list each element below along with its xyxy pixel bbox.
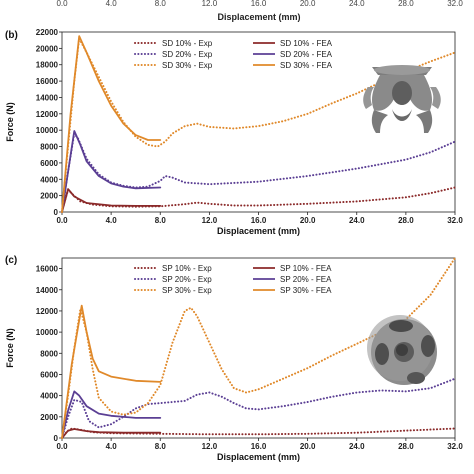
series-line-sp-20-fea bbox=[61, 390, 162, 439]
legend-label: SD 30% - Exp bbox=[162, 61, 213, 70]
y-tick-label: 10000 bbox=[36, 328, 59, 337]
panel-b-chart: (b) 0.0 4.0 8.0 12.0 16.0 20.0 24.0 28.0 32.0 0 200… bbox=[5, 28, 463, 236]
x-tick-label: 16.0 bbox=[251, 442, 267, 451]
x-tick-label: 20.0 bbox=[300, 216, 316, 225]
y-tick-label: 16000 bbox=[36, 77, 59, 86]
series-line-sp-30-fea bbox=[61, 304, 162, 439]
y-tick-label: 14000 bbox=[36, 286, 59, 295]
x-tick-label: 12.0 bbox=[202, 216, 218, 225]
legend-label: SP 20% - Exp bbox=[162, 275, 212, 284]
y-tick-label: 12000 bbox=[36, 110, 59, 119]
x-tick-label: 0.0 bbox=[56, 442, 68, 451]
x-tick-label: 20.0 bbox=[300, 442, 316, 451]
legend-label: SD 20% - Exp bbox=[162, 50, 213, 59]
y-tick-label: 4000 bbox=[40, 175, 58, 184]
y-tick-label: 12000 bbox=[36, 307, 59, 316]
top-strip-tick-label: 16.0 bbox=[251, 0, 267, 8]
series-line-sp-30-exp bbox=[61, 257, 456, 439]
y-axis-label: Force (N) bbox=[5, 102, 15, 142]
panel-label: (b) bbox=[5, 30, 18, 41]
y-tick-label: 14000 bbox=[36, 93, 59, 102]
top-strip-tick-label: 8.0 bbox=[155, 0, 167, 8]
legend-label: SD 10% - FEA bbox=[280, 39, 333, 48]
legend-label: SP 20% - FEA bbox=[280, 275, 332, 284]
x-axis-label: Displacement (mm) bbox=[217, 452, 300, 462]
y-tick-label: 18000 bbox=[36, 61, 59, 70]
panel-c-chart: (c) 0.0 4.0 8.0 12.0 16.0 20.0 24.0 28.0 32.0 0 200… bbox=[5, 255, 463, 462]
series-line-sd-20-fea bbox=[61, 130, 162, 213]
x-axis-label: Displacement (mm) bbox=[217, 226, 300, 236]
series-line-sd-20-exp bbox=[61, 132, 456, 213]
top-strip-tick-label: 0.0 bbox=[56, 0, 68, 8]
legend-label: SD 20% - FEA bbox=[280, 50, 333, 59]
y-tick-label: 6000 bbox=[40, 159, 58, 168]
series-line-sp-20-exp bbox=[61, 377, 456, 439]
legend-label: SP 30% - Exp bbox=[162, 286, 212, 295]
top-strip: 0.0 4.0 8.0 12.0 16.0 20.0 24.0 28.0 32.0 Displa… bbox=[56, 0, 463, 22]
x-tick-label: 12.0 bbox=[202, 442, 218, 451]
top-strip-tick-label: 20.0 bbox=[300, 0, 316, 8]
x-tick-label: 28.0 bbox=[398, 442, 414, 451]
legend-label: SP 10% - FEA bbox=[280, 264, 332, 273]
y-tick-label: 6000 bbox=[40, 370, 58, 379]
x-tick-label: 4.0 bbox=[106, 216, 118, 225]
legend-label: SD 30% - FEA bbox=[280, 61, 333, 70]
x-tick-label: 16.0 bbox=[251, 216, 267, 225]
x-tick-label: 32.0 bbox=[447, 216, 463, 225]
panel-label: (c) bbox=[5, 255, 17, 266]
y-axis-label: Force (N) bbox=[5, 328, 15, 368]
legend-label: SP 30% - FEA bbox=[280, 286, 332, 295]
series-line-sd-10-exp bbox=[61, 186, 456, 213]
top-strip-tick-label: 24.0 bbox=[349, 0, 365, 8]
x-tick-label: 8.0 bbox=[155, 442, 167, 451]
top-strip-tick-labels: 0.0 4.0 8.0 12.0 16.0 20.0 24.0 28.0 32.0 bbox=[56, 0, 463, 8]
sp-lattice-illustration bbox=[367, 315, 437, 385]
y-tick-label: 2000 bbox=[40, 413, 58, 422]
x-tick-label: 8.0 bbox=[155, 216, 167, 225]
series-line-sp-10-exp bbox=[61, 427, 456, 439]
x-tick-label: 24.0 bbox=[349, 442, 365, 451]
top-strip-tick-label: 32.0 bbox=[447, 0, 463, 8]
y-tick-label: 2000 bbox=[40, 192, 58, 201]
y-tick-label: 4000 bbox=[40, 392, 58, 401]
y-tick-label: 10000 bbox=[36, 126, 59, 135]
y-tick-label: 0 bbox=[54, 208, 59, 217]
legend-label: SD 10% - Exp bbox=[162, 39, 213, 48]
y-tick-label: 8000 bbox=[40, 349, 58, 358]
y-tick-label: 16000 bbox=[36, 265, 59, 274]
y-tick-label: 22000 bbox=[36, 28, 59, 37]
legend: SD 10% - Exp SD 10% - FEA SD 20% - Exp SD 2… bbox=[134, 39, 333, 70]
y-tick-label: 20000 bbox=[36, 44, 59, 53]
top-strip-tick-label: 4.0 bbox=[106, 0, 118, 8]
x-tick-label: 4.0 bbox=[106, 442, 118, 451]
y-tick-label: 8000 bbox=[40, 143, 58, 152]
legend-label: SP 10% - Exp bbox=[162, 264, 212, 273]
x-tick-label: 32.0 bbox=[447, 442, 463, 451]
x-tick-label: 28.0 bbox=[398, 216, 414, 225]
top-strip-xlabel: Displacement (mm) bbox=[217, 12, 300, 22]
y-tick-label: 0 bbox=[54, 434, 59, 443]
series-line-sp-10-fea bbox=[61, 428, 162, 439]
x-tick-label: 0.0 bbox=[56, 216, 68, 225]
top-strip-tick-label: 12.0 bbox=[202, 0, 218, 8]
series-line-sd-30-fea bbox=[61, 35, 162, 213]
sd-lattice-illustration bbox=[363, 65, 441, 133]
top-strip-tick-label: 28.0 bbox=[398, 0, 414, 8]
series-line-sd-10-fea bbox=[61, 188, 162, 213]
legend: SP 10% - Exp SP 10% - FEA SP 20% - Exp SP 2… bbox=[134, 264, 332, 295]
x-tick-label: 24.0 bbox=[349, 216, 365, 225]
